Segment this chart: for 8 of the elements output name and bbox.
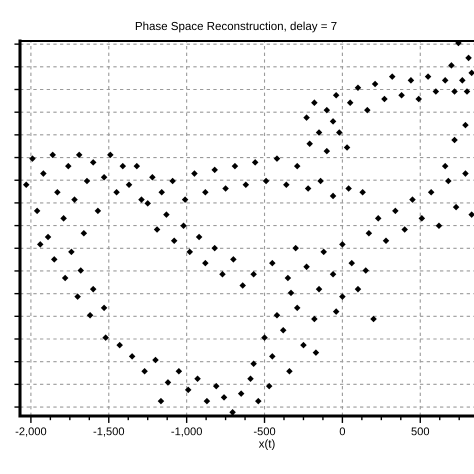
chart-title: Phase Space Reconstruction, delay = 7 xyxy=(136,22,337,32)
x-tick-label: -2,000 xyxy=(16,427,46,437)
x-tick-label: -500 xyxy=(254,427,276,436)
x-tick-label: -1,000 xyxy=(171,427,202,437)
x-tick-label: 500 xyxy=(411,427,430,436)
x-tick-label: 0 xyxy=(340,427,346,436)
x-axis-title: x(t) xyxy=(258,439,275,450)
x-tick-label: -1,500 xyxy=(94,427,124,437)
